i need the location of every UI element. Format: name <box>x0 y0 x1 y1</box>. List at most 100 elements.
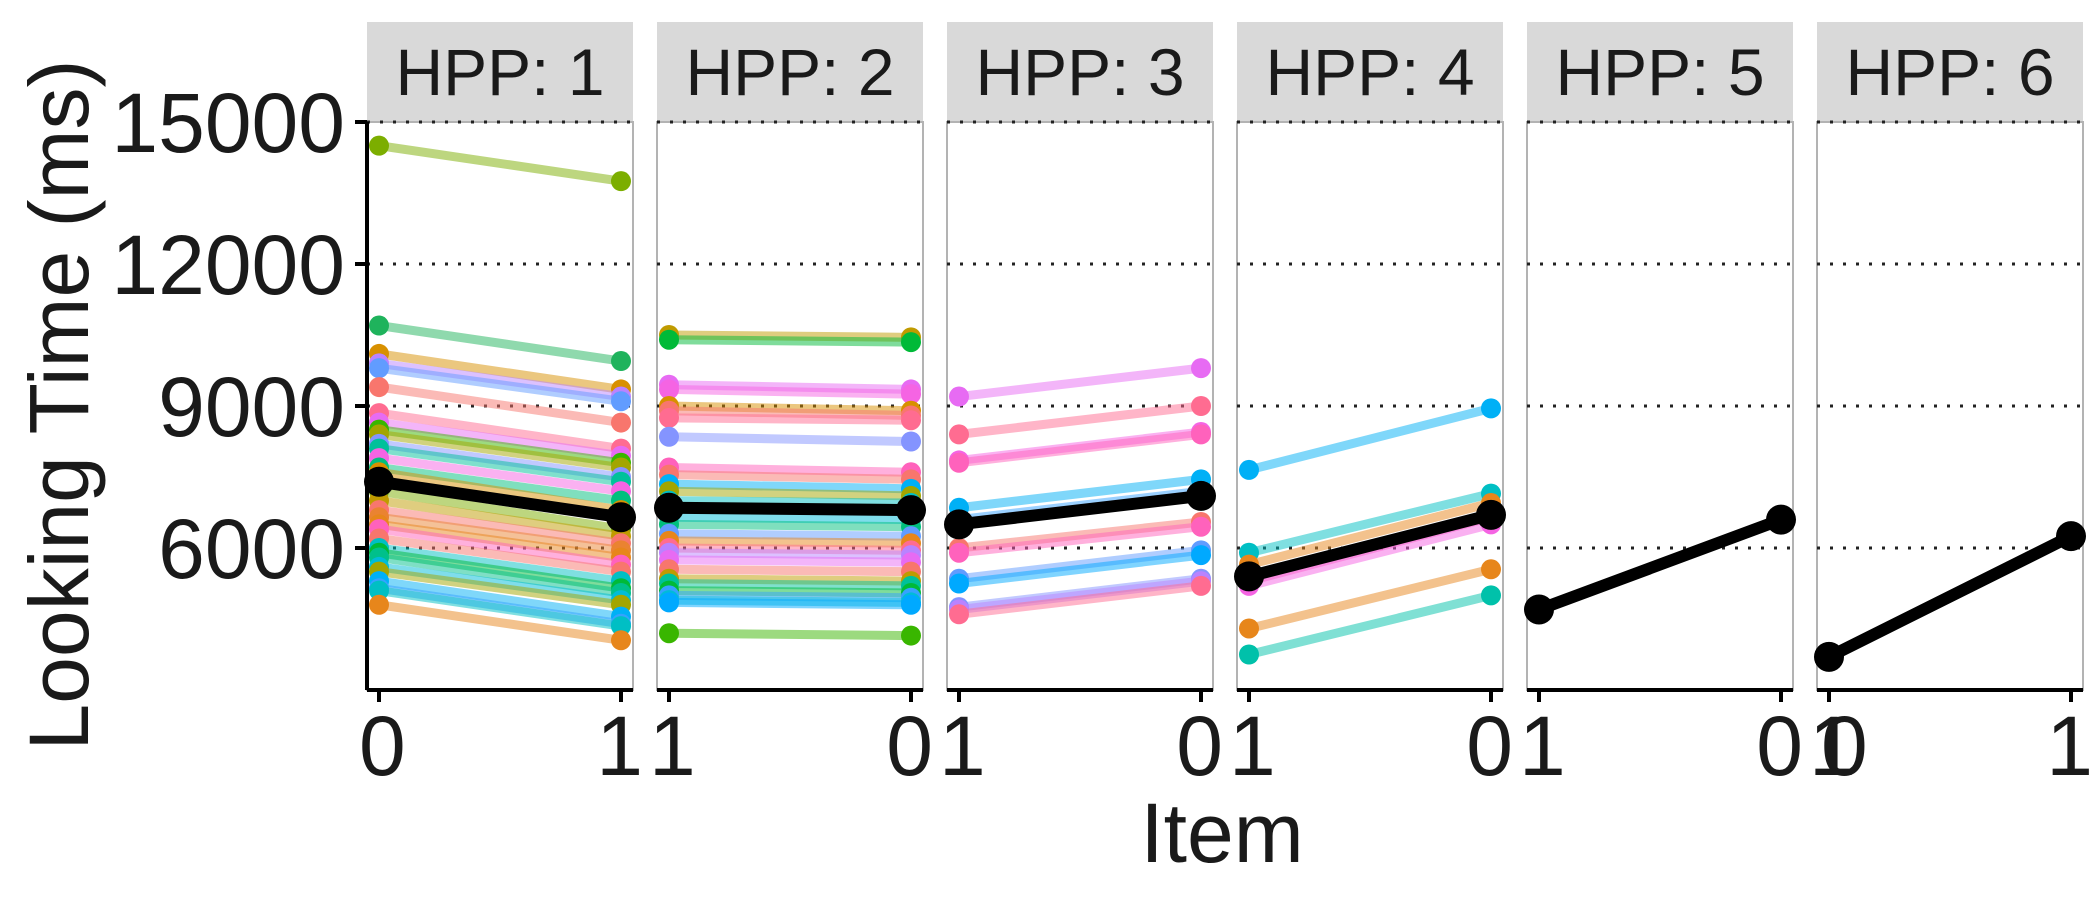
mean-point <box>364 466 394 497</box>
series-line <box>374 444 626 487</box>
data-point <box>1239 618 1259 639</box>
mean-point <box>654 492 684 523</box>
data-point <box>611 351 631 372</box>
data-point <box>369 594 389 615</box>
x-tick-label: 0 <box>1176 699 1223 793</box>
data-point <box>949 542 969 563</box>
x-tick-label: 1 <box>1809 699 1856 793</box>
series-line <box>664 413 916 425</box>
participant-series <box>369 580 631 637</box>
data-point <box>611 616 631 637</box>
series-line <box>954 363 1206 402</box>
x-tick-label: 1 <box>939 699 986 793</box>
mean-series <box>1524 504 1796 625</box>
series-line <box>664 330 916 342</box>
participant-series <box>369 377 631 433</box>
mean-point <box>1186 480 1216 511</box>
data-point <box>659 623 679 644</box>
participant-series <box>1239 585 1501 665</box>
series-line <box>374 321 626 366</box>
data-point <box>949 604 969 625</box>
series-line <box>664 519 916 532</box>
data-point <box>949 424 969 445</box>
series-line <box>374 586 626 631</box>
data-point <box>611 391 631 412</box>
participant-series <box>949 545 1211 594</box>
series-line <box>374 408 626 454</box>
series-line <box>374 543 626 586</box>
series-line <box>954 576 1206 615</box>
x-axis-title: Item <box>1140 786 1303 880</box>
data-point <box>1191 516 1211 537</box>
data-point <box>1239 644 1259 665</box>
series-line <box>374 600 626 645</box>
data-point <box>901 384 921 405</box>
facet-strip <box>1817 22 2083 122</box>
data-point <box>1191 424 1211 445</box>
x-tick-label: 1 <box>2046 699 2093 793</box>
participant-series <box>369 358 631 412</box>
facet-panel: HPP: 610 1 <box>1809 22 2093 793</box>
mean-line <box>663 501 917 517</box>
facet-panel: HPP: 2 1 0 <box>649 22 933 793</box>
series-line <box>664 432 916 446</box>
facet-strip <box>1237 22 1503 122</box>
series-line <box>374 486 626 534</box>
series-line <box>664 579 916 591</box>
y-tick-label: 6000 <box>158 502 345 596</box>
facet-strip-label: HPP: 2 <box>685 35 894 109</box>
series-line <box>954 581 1206 619</box>
series-line <box>374 534 626 577</box>
facet-strip <box>947 22 1213 122</box>
facet-strip-label: HPP: 3 <box>975 35 1184 109</box>
x-tick-label: 1 <box>649 699 696 793</box>
series-line <box>954 550 1206 588</box>
series-line <box>954 429 1206 468</box>
series-line <box>1244 519 1496 591</box>
facet-panel: HPP: 4 1 0 <box>1229 22 1513 793</box>
series-line <box>1244 564 1496 633</box>
data-point <box>1191 396 1211 416</box>
series-line <box>664 380 916 394</box>
participant-series <box>949 575 1211 625</box>
series-line <box>374 363 626 406</box>
data-point <box>659 592 679 613</box>
data-point <box>949 452 969 473</box>
series-line <box>1244 498 1496 570</box>
series-line <box>1244 489 1496 558</box>
data-point <box>1191 575 1211 596</box>
series-line <box>374 524 626 570</box>
series-line <box>664 470 916 484</box>
mean-line <box>1243 508 1497 583</box>
series-line <box>1244 403 1496 475</box>
mean-point <box>606 502 636 533</box>
series-line <box>664 496 916 508</box>
data-point <box>1481 398 1501 419</box>
y-axis: 6000 9000 12000 15000 <box>111 76 369 690</box>
series-line <box>1244 590 1496 659</box>
x-tick-label: 0 <box>1756 699 1803 793</box>
participant-series <box>1239 398 1501 480</box>
facet-strip-label: HPP: 5 <box>1555 35 1764 109</box>
facet-strip-label: HPP: 4 <box>1265 35 1474 109</box>
facet-strip-label: HPP: 1 <box>395 35 604 109</box>
y-tick-label: 15000 <box>111 76 345 170</box>
series-line <box>374 425 626 468</box>
facet-strip-label: HPP: 6 <box>1845 35 2054 109</box>
mean-line <box>373 475 627 524</box>
series-line <box>374 548 626 593</box>
series-line <box>664 335 916 347</box>
data-point <box>659 407 679 428</box>
data-point <box>901 594 921 615</box>
series-line <box>374 552 626 598</box>
mean-point <box>1766 504 1796 535</box>
data-point <box>369 377 389 398</box>
series-line <box>374 453 626 496</box>
mean-series <box>654 492 926 526</box>
data-point <box>611 412 631 433</box>
series-line <box>374 439 626 482</box>
x-tick-label: 1 <box>1519 699 1566 793</box>
series-line <box>374 429 626 473</box>
facet-strip <box>1527 22 1793 122</box>
